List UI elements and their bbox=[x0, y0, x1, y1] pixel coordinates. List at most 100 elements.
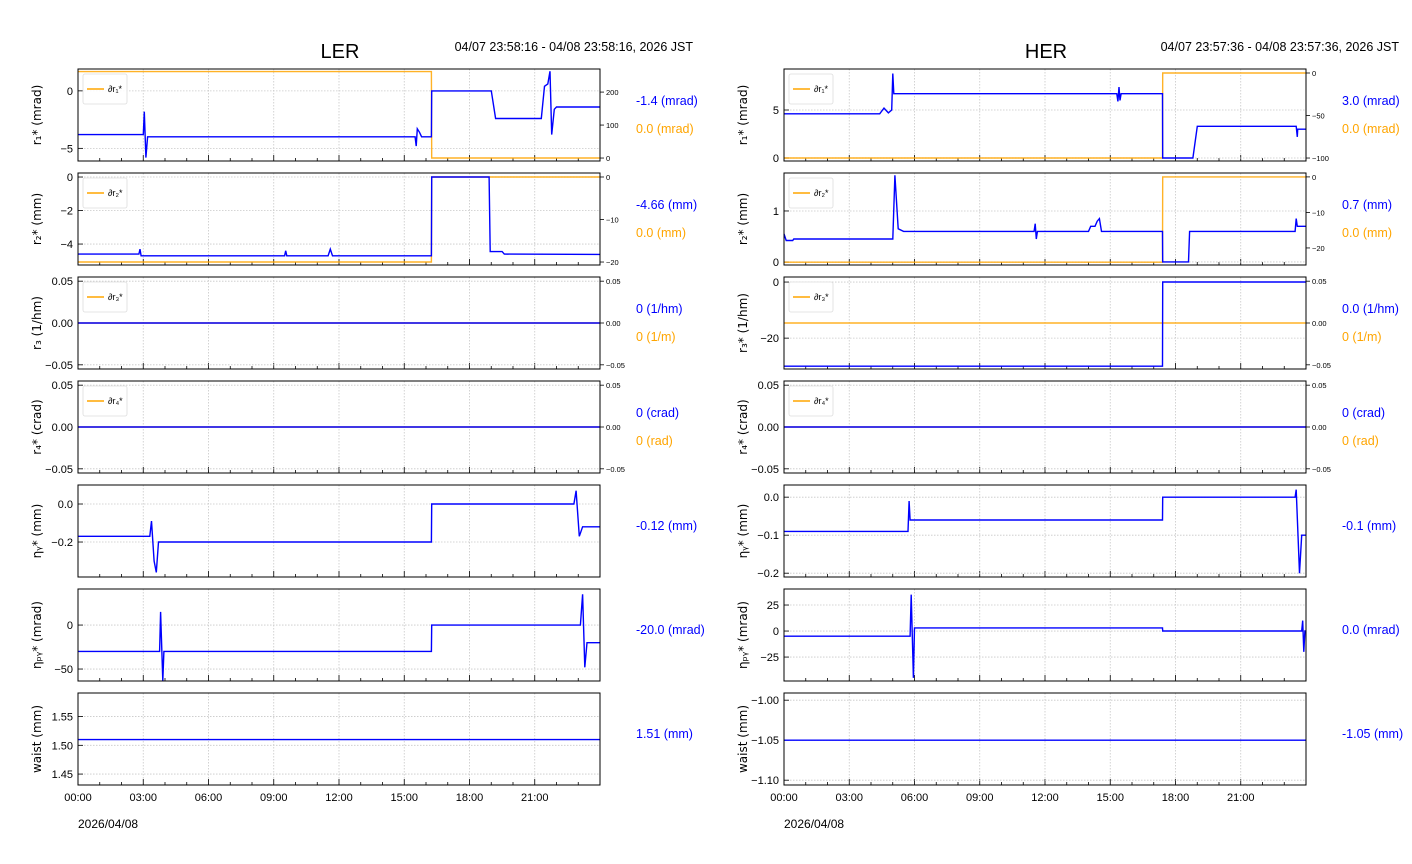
subplot-r2: 1 0 0 −10 −20 ∂r₂* r₂* (mm) 0.7 (mm) 0.0 (mm) bbox=[736, 172, 1392, 269]
y-tick-label: 1.50 bbox=[52, 740, 73, 752]
x-tick-label: 15:00 bbox=[390, 792, 418, 804]
right-y-tick-label: −0.05 bbox=[1312, 465, 1331, 474]
y-axis-label: r₄* (crad) bbox=[30, 399, 44, 454]
y-tick-label: 0.00 bbox=[758, 422, 779, 434]
current-delta-value: 0 (1/m) bbox=[1342, 330, 1382, 344]
y-tick-label: 5 bbox=[773, 105, 779, 117]
y-tick-label: 0.0 bbox=[764, 492, 779, 504]
series-line-r2 bbox=[783, 175, 1306, 263]
right-y-tick-label: 0.00 bbox=[1312, 423, 1327, 432]
current-value: -4.66 (mm) bbox=[636, 198, 697, 212]
y-axis-label: r₃ (1/hm) bbox=[30, 296, 44, 350]
current-value: 0.0 (1/hm) bbox=[1342, 302, 1399, 316]
y-tick-label: 0 bbox=[773, 257, 779, 269]
right-y-tick-label: 0 bbox=[1312, 173, 1316, 182]
legend-box bbox=[788, 73, 834, 105]
legend-label: ∂r₂* bbox=[814, 188, 829, 198]
y-axis-label: ηᵧ* (mm) bbox=[30, 504, 44, 559]
y-tick-label: −2 bbox=[60, 206, 73, 218]
plot-frame bbox=[783, 380, 1307, 474]
x-tick-label: 09:00 bbox=[966, 792, 994, 804]
plot-frame bbox=[77, 172, 601, 266]
current-delta-value: 0.0 (mrad) bbox=[1342, 122, 1400, 136]
series-line-r1 bbox=[784, 73, 1306, 159]
current-value: 0 (1/hm) bbox=[636, 302, 683, 316]
plot-frame bbox=[77, 692, 601, 786]
date-label: 2026/04/08 bbox=[784, 817, 844, 831]
right-y-tick-label: −0.05 bbox=[1312, 361, 1331, 370]
legend-box bbox=[788, 281, 834, 313]
date-label: 2026/04/08 bbox=[78, 817, 138, 831]
y-axis-label: waist (mm) bbox=[736, 705, 750, 773]
y-axis-label: r₁* (mrad) bbox=[736, 85, 750, 146]
right-y-tick-label: 0.05 bbox=[1312, 277, 1327, 286]
subplot-r1: 5 0 0 −50 −100 ∂r₁* r₁* (mrad) 3.0 (mrad) 0.0 (m… bbox=[736, 68, 1400, 165]
subplot-r1: 0 −5 200 100 0 ∂r₁* r₁* (mrad) -1.4 (mrad) 0.0 (… bbox=[30, 68, 698, 163]
y-tick-label: 1.55 bbox=[52, 712, 73, 724]
y-tick-label: 25 bbox=[767, 600, 779, 612]
current-delta-value: 0.0 (mm) bbox=[1342, 226, 1392, 240]
y-tick-label: 0.05 bbox=[52, 380, 73, 392]
y-axis-label: r₁* (mrad) bbox=[30, 85, 44, 146]
y-tick-label: −1.05 bbox=[751, 735, 779, 747]
plot-frame bbox=[77, 68, 601, 162]
legend-box bbox=[788, 385, 834, 417]
plot-frame bbox=[783, 692, 1307, 786]
legend-box bbox=[82, 385, 128, 417]
current-value: -0.12 (mm) bbox=[636, 519, 697, 533]
y-tick-label: 0 bbox=[67, 86, 73, 98]
y-tick-label: −0.2 bbox=[51, 537, 73, 549]
legend-label: ∂r₄* bbox=[814, 396, 829, 406]
y-axis-label: waist (mm) bbox=[30, 705, 44, 773]
legend: ∂r₃* bbox=[82, 281, 128, 313]
legend-box bbox=[82, 177, 128, 209]
current-value: -1.4 (mrad) bbox=[636, 94, 698, 108]
y-tick-label: −1.00 bbox=[751, 695, 779, 707]
y-axis-label: ηₚᵧ* (mrad) bbox=[736, 601, 750, 669]
right-y-tick-label: −100 bbox=[1312, 154, 1329, 163]
y-tick-label: 0 bbox=[67, 172, 73, 184]
y-tick-label: 0.0 bbox=[58, 499, 73, 511]
time-range: 04/07 23:57:36 - 04/08 23:57:36, 2026 JS… bbox=[1161, 40, 1400, 54]
her-figure: HER 04/07 23:57:36 - 04/08 23:57:36, 2026… bbox=[736, 40, 1403, 831]
plot-frame bbox=[77, 276, 601, 370]
right-y-tick-label: 0 bbox=[1312, 69, 1316, 78]
subplot-r3: 0.05 0.00 −0.05 0.05 0.00 −0.05 ∂r₃* r₃ (1/hm) 0… bbox=[30, 276, 683, 372]
current-value: 1.51 (mm) bbox=[636, 727, 693, 741]
legend: ∂r₃* bbox=[788, 281, 834, 313]
x-tick-label: 00:00 bbox=[770, 792, 798, 804]
x-tick-label: 18:00 bbox=[1162, 792, 1190, 804]
x-tick-label: 21:00 bbox=[1227, 792, 1255, 804]
y-tick-label: 1 bbox=[773, 206, 779, 218]
x-tick-label: 15:00 bbox=[1096, 792, 1124, 804]
subplot-eta_py: 25 0 −25 ηₚᵧ* (mrad) 0.0 (mrad) bbox=[736, 588, 1400, 682]
y-axis-label: r₄* (crad) bbox=[736, 399, 750, 454]
current-value: -20.0 (mrad) bbox=[636, 623, 705, 637]
x-tick-label: 09:00 bbox=[260, 792, 288, 804]
subplot-eta_y: 0.0 −0.1 −0.2 ηᵧ* (mm) -0.1 (mm) bbox=[736, 484, 1396, 580]
y-tick-label: 0 bbox=[773, 153, 779, 165]
current-delta-value: 0.0 (mm) bbox=[636, 226, 686, 240]
legend-label: ∂r₃* bbox=[108, 292, 123, 302]
legend-label: ∂r₁* bbox=[814, 84, 828, 94]
current-delta-value: 0 (1/m) bbox=[636, 330, 676, 344]
y-tick-label: −25 bbox=[760, 652, 779, 664]
figure-title: HER bbox=[1025, 41, 1067, 63]
legend-label: ∂r₂* bbox=[108, 188, 123, 198]
y-tick-label: −20 bbox=[760, 333, 779, 345]
series-line-dr2 bbox=[784, 176, 1306, 263]
current-value: -1.05 (mm) bbox=[1342, 727, 1403, 741]
current-delta-value: 0 (rad) bbox=[1342, 434, 1379, 448]
y-tick-label: −0.2 bbox=[757, 568, 779, 580]
right-y-tick-label: 0.00 bbox=[606, 423, 621, 432]
current-value: 0 (crad) bbox=[636, 406, 679, 420]
y-tick-label: −0.05 bbox=[751, 464, 779, 476]
subplot-eta_y: 0.0 −0.2 ηᵧ* (mm) -0.12 (mm) bbox=[30, 484, 697, 578]
legend-box bbox=[82, 281, 128, 313]
current-delta-value: 0.0 (mrad) bbox=[636, 122, 694, 136]
series-line-r3 bbox=[784, 281, 1306, 367]
right-y-tick-label: 0 bbox=[606, 154, 610, 163]
plot-frame bbox=[783, 172, 1307, 266]
plot-frame bbox=[77, 380, 601, 474]
